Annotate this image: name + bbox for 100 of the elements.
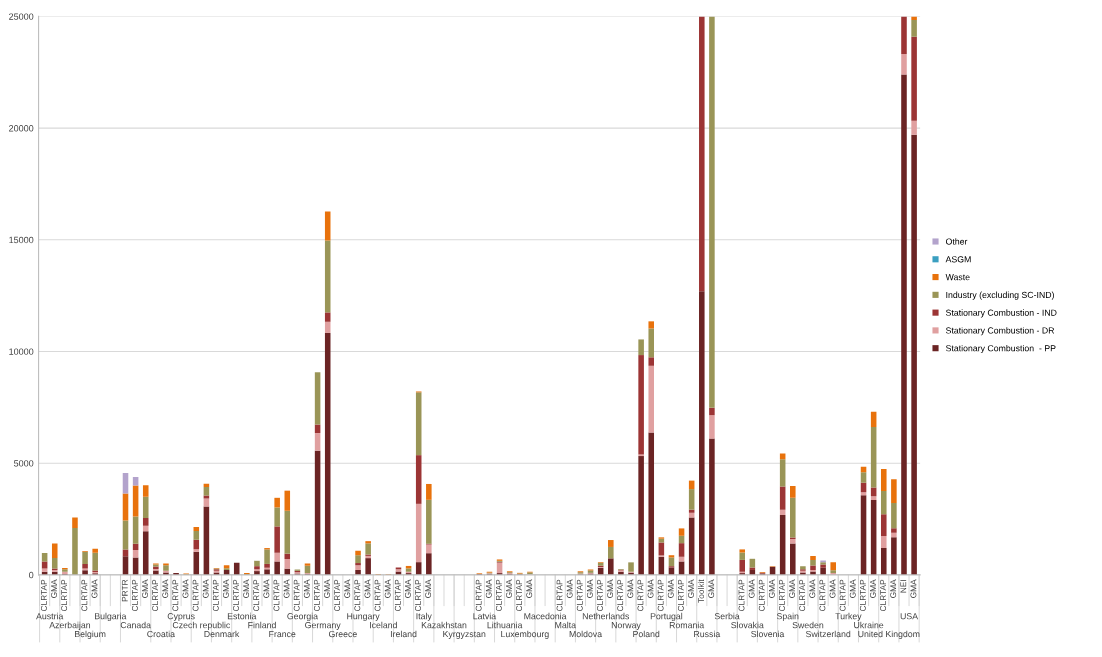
text: Cyprus	[167, 613, 195, 622]
text: Kyrgyzstan	[443, 631, 486, 639]
x-tick-label: CLRTAP	[40, 579, 47, 612]
x-tick-label: GMA	[789, 579, 796, 598]
text: Netherlands	[582, 612, 630, 620]
y-tick-label: 25000	[9, 13, 34, 20]
x-tick-label: GMA	[91, 579, 98, 598]
x-tick-label: CLRTAP	[192, 579, 199, 612]
x-tick-label: CLRTAP	[172, 579, 179, 612]
text: Sweden	[792, 621, 824, 629]
x-tick-label: GMA	[404, 579, 411, 598]
x-tick-label: Toolkit	[697, 579, 705, 603]
x-tick-label: CLRTAP	[81, 579, 88, 612]
x-tick-label: GMA	[607, 579, 614, 598]
x-tick-label: GMA	[485, 579, 492, 598]
text: Portugal	[650, 612, 683, 622]
y-tick-label: 10000	[9, 348, 34, 355]
x-tick-label: CLRTAP	[819, 579, 826, 612]
legend-label: Industry (excluding SC-IND)	[946, 291, 1054, 300]
text: Lithuania	[487, 621, 523, 629]
text: USA	[900, 613, 919, 620]
x-tick-label: CLRTAP	[354, 579, 361, 612]
x-tick-label: CLRTAP	[415, 579, 421, 612]
x-tick-label: CLRTAP	[758, 579, 765, 612]
text: Macedonia	[524, 612, 567, 620]
legend-label: Stationary Combustion - PP	[945, 344, 1056, 354]
text: Iceland	[370, 621, 397, 629]
text: Poland	[633, 630, 660, 638]
text: Italy	[416, 612, 432, 622]
x-tick-label: GMA	[344, 579, 351, 598]
text: Denmark	[204, 630, 240, 638]
text: Germany	[305, 622, 341, 630]
x-tick-label: GMA	[667, 579, 674, 598]
x-tick-label: GMA	[182, 579, 189, 598]
x-tick-label: CLRTAP	[576, 579, 583, 612]
text: France	[269, 631, 296, 638]
x-tick-label: GMA	[688, 579, 694, 598]
text: Slovenia	[751, 630, 785, 638]
text: Malta	[555, 621, 576, 629]
text: Greece	[328, 630, 357, 638]
x-tick-label: GMA	[627, 579, 634, 598]
y-tick-label: 0	[29, 571, 34, 579]
x-tick-label: GMA	[566, 579, 573, 598]
x-tick-label: GMA	[708, 579, 715, 598]
x-tick-label: GMA	[647, 579, 654, 598]
x-tick-label: GMA	[222, 579, 229, 598]
x-tick-label: GMA	[283, 579, 290, 598]
x-tick-label: CLRTAP	[637, 579, 644, 612]
text: Azerbaijan	[49, 621, 91, 630]
x-tick-label: CLRTAP	[253, 579, 260, 612]
x-tick-label: GMA	[768, 579, 775, 598]
legend-label: ASGM	[945, 256, 971, 263]
legend-label: Other	[945, 238, 968, 245]
legend-label: Stationary Combustion - IND	[945, 309, 1057, 318]
y-tick-label: 20000	[9, 125, 34, 132]
x-tick-label: GMA	[809, 579, 816, 598]
text: United Kingdom	[858, 630, 920, 639]
x-tick-label: CLRTAP	[212, 579, 219, 612]
x-tick-label: GMA	[890, 579, 897, 598]
x-tick-label: GMA	[142, 579, 148, 598]
text: Serbia	[714, 612, 740, 620]
text: Turkey	[835, 612, 862, 622]
text: Estonia	[227, 612, 257, 620]
x-tick-label: CLRTAP	[597, 579, 603, 612]
x-tick-label: CLRTAP	[374, 579, 381, 612]
x-tick-label: GMA	[526, 579, 533, 598]
text: Latvia	[473, 612, 497, 620]
x-tick-label: CLRTAP	[394, 579, 401, 612]
x-tick-label: CLRTAP	[799, 579, 806, 612]
x-tick-label: GMA	[51, 579, 57, 598]
x-tick-label: CLRTAP	[859, 579, 866, 612]
x-tick-label: GMA	[303, 579, 310, 598]
text: Luxembourg	[501, 630, 549, 639]
text: Croatia	[147, 630, 176, 638]
text: Romania	[669, 621, 705, 629]
text: Norway	[611, 622, 641, 630]
legend-label: Stationary Combustion - DR	[945, 327, 1055, 336]
text: Ukraine	[854, 621, 884, 629]
x-tick-label: CLRTAP	[495, 579, 502, 612]
text: Canada	[120, 621, 151, 629]
y-tick-label: 15000	[9, 236, 34, 244]
text: Kazakhstan	[421, 621, 467, 629]
x-tick-label: GMA	[202, 579, 209, 598]
x-tick-label: GMA	[364, 579, 371, 598]
x-tick-label: CLRTAP	[617, 579, 624, 612]
x-tick-label: CLRTAP	[677, 579, 684, 612]
text: Georgia	[287, 612, 319, 622]
x-tick-label: GMA	[263, 579, 270, 598]
x-tick-label: CLRTAP	[738, 579, 745, 612]
x-tick-label: GMA	[870, 579, 876, 598]
text: Switzerland	[805, 630, 851, 638]
text: Ireland	[390, 630, 417, 638]
x-tick-label: GMA	[384, 579, 391, 598]
x-tick-label: CLRTAP	[273, 579, 280, 612]
text: Moldova	[569, 630, 603, 638]
x-tick-label: GMA	[243, 579, 250, 598]
text: Belgium	[75, 630, 106, 639]
x-tick-label: GMA	[748, 579, 755, 598]
text: Bulgaria	[95, 612, 127, 622]
x-tick-label: CLRTAP	[880, 579, 887, 612]
